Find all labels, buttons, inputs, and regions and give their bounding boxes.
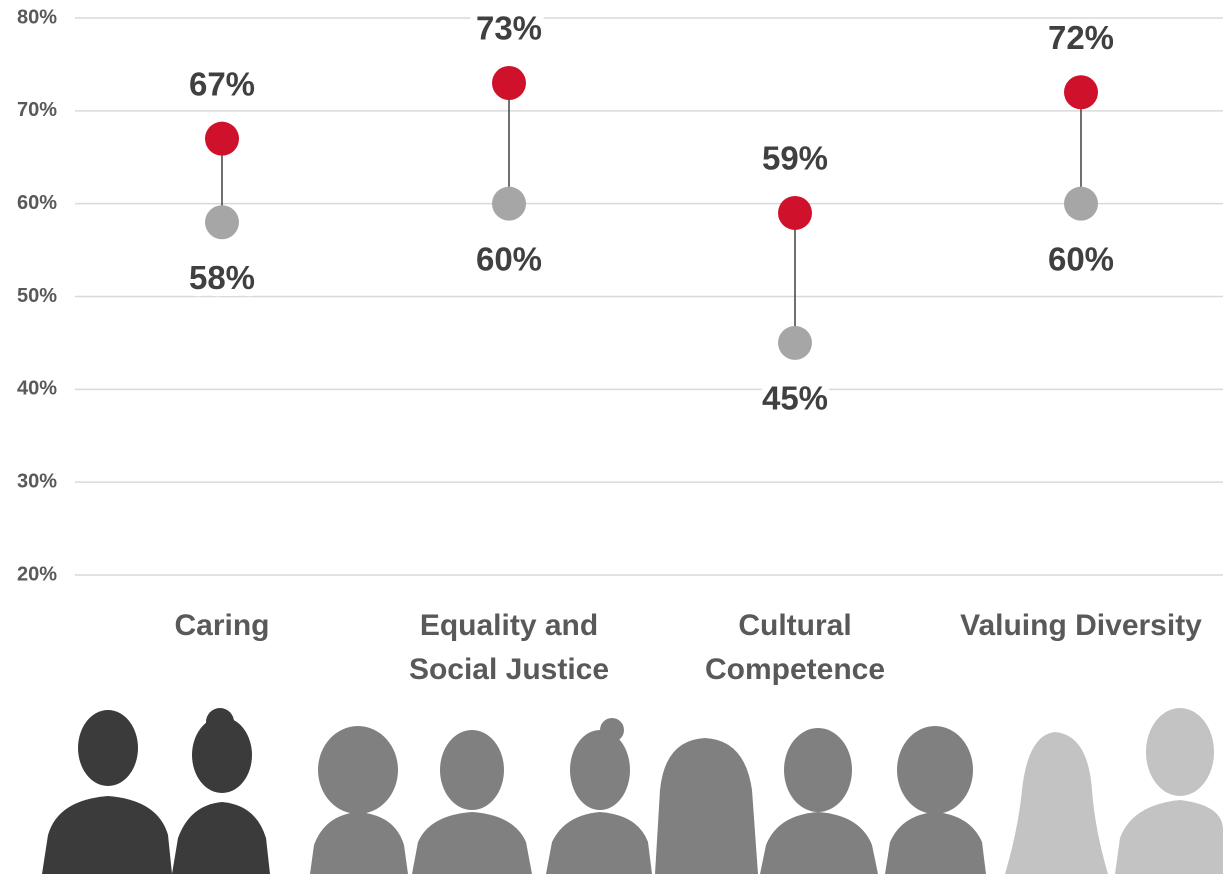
dot — [205, 121, 239, 156]
value-label: 59% — [762, 140, 828, 177]
y-tick-label: 70% — [17, 99, 57, 121]
silhouette-group — [42, 708, 270, 874]
silhouette-bun — [206, 708, 234, 736]
silhouette-head — [192, 717, 252, 793]
silhouette-body — [172, 802, 270, 874]
y-tick-label: 30% — [17, 470, 57, 492]
silhouette-body — [885, 812, 986, 874]
silhouette-group — [1005, 708, 1223, 874]
x-tick-label: Caring — [174, 609, 270, 642]
dot — [492, 65, 526, 100]
dot — [1064, 186, 1098, 221]
dot — [205, 205, 239, 240]
silhouette-head — [440, 730, 504, 810]
dot — [778, 325, 812, 360]
x-tick-label: Valuing Diversity — [960, 609, 1202, 642]
silhouette-head — [784, 728, 852, 812]
silhouette-head — [1146, 708, 1214, 796]
silhouette-body — [546, 812, 652, 874]
silhouette-body — [760, 812, 878, 874]
people-silhouettes — [42, 708, 1223, 874]
dot — [778, 195, 812, 230]
plot: 20% 30% 40% 50% 60% 70% 80% 58% 60% 45% 60% 67% 73% 5… — [17, 3, 1223, 585]
value-label: 58% — [189, 259, 255, 296]
silhouette-long-hair — [655, 738, 758, 874]
value-label: 72% — [1048, 19, 1114, 56]
value-label: 73% — [476, 10, 542, 47]
value-label: 60% — [1048, 240, 1114, 277]
y-tick-label: 20% — [17, 563, 57, 585]
silhouette-group — [310, 718, 986, 874]
silhouette-bun — [600, 718, 624, 742]
dot — [1064, 75, 1098, 110]
y-tick-label: 50% — [17, 285, 57, 307]
x-tick-label: Cultural Competence — [704, 609, 886, 686]
value-label: 67% — [189, 65, 255, 102]
dot — [492, 186, 526, 221]
value-label: 45% — [762, 380, 828, 417]
y-tick-label: 80% — [17, 6, 57, 28]
silhouette-head — [318, 726, 398, 814]
y-tick-label: 40% — [17, 378, 57, 400]
silhouette-body — [42, 796, 172, 874]
silhouette-curly-hair — [1005, 732, 1108, 874]
silhouette-body — [1115, 800, 1223, 874]
value-label: 60% — [476, 240, 542, 277]
silhouette-body — [412, 812, 532, 874]
silhouette-head — [78, 710, 138, 786]
silhouette-head — [897, 726, 973, 814]
silhouette-head — [570, 730, 630, 810]
x-tick-label: Equality and Social Justice — [408, 609, 610, 686]
y-tick-label: 60% — [17, 192, 57, 214]
silhouette-body — [310, 812, 408, 874]
